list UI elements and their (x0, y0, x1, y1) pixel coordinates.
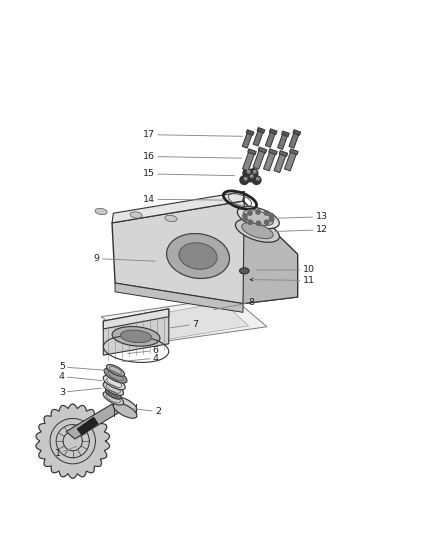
Polygon shape (257, 127, 265, 133)
Ellipse shape (103, 382, 124, 395)
Polygon shape (293, 130, 300, 135)
Circle shape (246, 173, 255, 182)
Ellipse shape (113, 397, 137, 412)
Polygon shape (77, 417, 98, 434)
Circle shape (256, 221, 261, 225)
Polygon shape (269, 129, 277, 134)
Circle shape (264, 211, 268, 215)
Polygon shape (253, 130, 263, 146)
Polygon shape (243, 151, 255, 171)
Circle shape (248, 211, 252, 215)
Ellipse shape (166, 233, 230, 279)
Ellipse shape (113, 403, 137, 418)
Text: 8: 8 (214, 298, 255, 310)
Polygon shape (290, 149, 298, 155)
Circle shape (248, 220, 252, 224)
Polygon shape (247, 149, 256, 155)
Text: 9: 9 (94, 254, 155, 263)
Ellipse shape (104, 368, 127, 383)
Polygon shape (125, 302, 249, 342)
Polygon shape (264, 151, 276, 171)
Circle shape (244, 177, 247, 180)
Polygon shape (284, 151, 297, 171)
Ellipse shape (130, 212, 142, 218)
Polygon shape (253, 149, 265, 169)
Polygon shape (103, 309, 169, 329)
Circle shape (251, 175, 253, 177)
Text: 4: 4 (122, 354, 159, 362)
Text: 3: 3 (59, 387, 102, 397)
Text: 10: 10 (257, 265, 314, 274)
Ellipse shape (235, 219, 279, 243)
Ellipse shape (106, 365, 124, 376)
Polygon shape (66, 404, 119, 439)
Circle shape (243, 169, 252, 177)
Circle shape (269, 217, 274, 221)
Polygon shape (115, 283, 243, 312)
Polygon shape (289, 132, 299, 148)
Text: 13: 13 (273, 212, 328, 221)
Text: 6: 6 (128, 346, 159, 355)
Circle shape (257, 177, 259, 180)
Text: 17: 17 (143, 130, 242, 139)
Ellipse shape (112, 327, 160, 346)
Circle shape (256, 210, 260, 214)
Ellipse shape (243, 209, 273, 225)
Ellipse shape (95, 208, 107, 215)
Circle shape (265, 220, 269, 224)
Ellipse shape (165, 215, 177, 222)
Polygon shape (265, 131, 276, 147)
Circle shape (252, 176, 261, 184)
Ellipse shape (103, 392, 124, 405)
Polygon shape (243, 191, 297, 304)
Circle shape (249, 169, 258, 177)
Ellipse shape (120, 330, 152, 343)
Ellipse shape (106, 389, 121, 399)
Ellipse shape (240, 268, 249, 274)
Text: 5: 5 (59, 362, 105, 372)
Polygon shape (282, 131, 290, 136)
Polygon shape (112, 201, 297, 304)
Circle shape (254, 171, 256, 173)
Ellipse shape (103, 376, 125, 390)
Text: 16: 16 (143, 152, 241, 161)
Polygon shape (268, 149, 277, 155)
Polygon shape (274, 152, 286, 173)
Ellipse shape (179, 243, 217, 269)
Circle shape (269, 214, 274, 218)
Polygon shape (279, 151, 288, 157)
Polygon shape (101, 297, 267, 345)
Polygon shape (103, 309, 169, 355)
Ellipse shape (242, 223, 273, 239)
Polygon shape (36, 404, 110, 478)
Circle shape (243, 214, 247, 218)
Text: 15: 15 (143, 169, 235, 179)
Circle shape (243, 217, 247, 222)
Text: 2: 2 (132, 407, 161, 416)
Text: 12: 12 (275, 225, 328, 235)
Text: 4: 4 (59, 372, 102, 381)
Circle shape (240, 176, 249, 184)
Text: 14: 14 (143, 195, 223, 204)
Circle shape (247, 171, 250, 173)
Text: 11: 11 (254, 276, 314, 285)
Ellipse shape (237, 207, 279, 229)
Polygon shape (258, 147, 267, 153)
FancyArrowPatch shape (251, 278, 253, 281)
Polygon shape (242, 132, 253, 148)
Polygon shape (278, 133, 288, 149)
Polygon shape (112, 191, 244, 223)
Text: 1: 1 (54, 447, 77, 458)
Polygon shape (246, 130, 254, 135)
Text: 7: 7 (169, 320, 198, 329)
